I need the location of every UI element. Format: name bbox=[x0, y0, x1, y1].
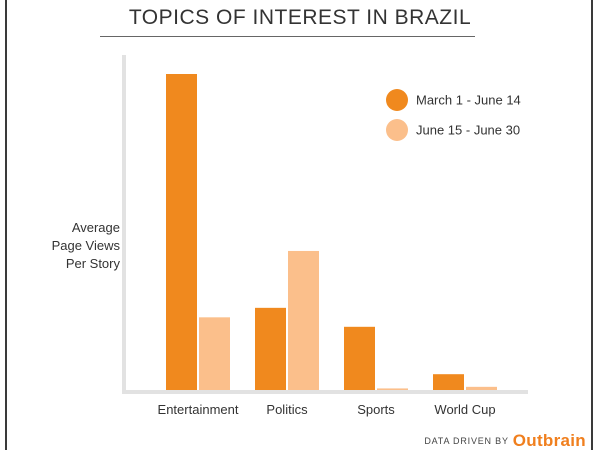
y-axis-line bbox=[122, 55, 126, 394]
chart-title: TOPICS OF INTEREST IN BRAZIL bbox=[128, 6, 472, 29]
y-axis-label-line-1: Average bbox=[71, 220, 120, 235]
bar-politics-series-1 bbox=[255, 307, 286, 390]
y-axis-label-line-3: Per Story bbox=[65, 256, 120, 271]
bar-entertainment-series-2 bbox=[199, 317, 230, 390]
title-underline bbox=[100, 36, 475, 37]
x-tick-label-sports: Sports bbox=[357, 402, 395, 417]
bar-sports-series-2 bbox=[377, 388, 408, 390]
bar-entertainment-series-1 bbox=[166, 74, 197, 390]
x-tick-label-politics: Politics bbox=[266, 402, 308, 417]
y-axis-label-line-2: Page Views bbox=[51, 238, 120, 253]
bar-world-cup-series-1 bbox=[433, 374, 464, 390]
legend-label-2: June 15 - June 30 bbox=[416, 123, 520, 138]
legend-swatch-1 bbox=[386, 89, 408, 111]
legend-label-1: March 1 - June 14 bbox=[416, 93, 521, 108]
y-axis-label: Average Page Views Per Story bbox=[30, 219, 120, 273]
x-tick-label-world-cup: World Cup bbox=[434, 402, 495, 417]
bar-sports-series-1 bbox=[344, 326, 375, 390]
bar-politics-series-2 bbox=[288, 250, 319, 390]
x-tick-label-entertainment: Entertainment bbox=[158, 402, 239, 417]
credit-prefix: DATA DRIVEN BY bbox=[424, 436, 509, 446]
legend-swatch-2 bbox=[386, 119, 408, 141]
frame-right-border bbox=[591, 0, 593, 450]
frame-left-border bbox=[5, 0, 7, 450]
data-credit: DATA DRIVEN BY Outbrain bbox=[424, 431, 586, 451]
x-axis-line bbox=[122, 390, 528, 394]
outbrain-logo: Outbrain bbox=[512, 431, 586, 450]
bar-world-cup-series-2 bbox=[466, 386, 497, 390]
